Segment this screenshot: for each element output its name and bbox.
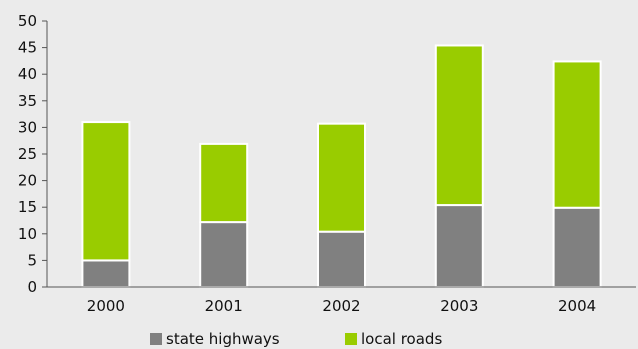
legend-item-state-highways: state highways: [150, 330, 280, 348]
x-tick-label: 2001: [205, 297, 243, 315]
bar-state-highways-2002: [317, 230, 366, 288]
x-tick-label: 2000: [87, 297, 125, 315]
y-axis: 0 5 10 15 20 25 30 35 40 45 50: [18, 12, 48, 296]
y-tick-label: 30: [18, 118, 37, 136]
y-tick-label: 40: [18, 65, 37, 83]
bar-state-highways-2003: [434, 204, 484, 289]
y-tick-label: 20: [18, 172, 37, 190]
x-tick-label: 2003: [440, 297, 478, 315]
bar-state-highways-2004: [552, 206, 602, 288]
y-tick-label: 25: [18, 145, 37, 163]
y-tick-label: 35: [18, 92, 37, 110]
bars: [81, 44, 602, 289]
legend-label: local roads: [361, 330, 442, 348]
legend: state highways local roads: [150, 330, 442, 348]
y-tick-label: 45: [18, 39, 37, 57]
x-tick-label: 2004: [558, 297, 596, 315]
y-tick-label: 50: [18, 12, 37, 30]
y-tick-label: 15: [18, 198, 37, 216]
legend-swatch: [150, 333, 162, 345]
x-tick-label: 2002: [322, 297, 360, 315]
bar-state-highways-2001: [199, 221, 249, 288]
bar-local-roads-2001: [199, 142, 249, 224]
legend-swatch: [345, 333, 357, 345]
bar-local-roads-2002: [317, 122, 366, 233]
legend-label: state highways: [166, 330, 280, 348]
bar-local-roads-2003: [434, 44, 484, 207]
legend-item-local-roads: local roads: [345, 330, 442, 348]
x-axis: 2000 2001 2002 2003 2004: [47, 286, 636, 315]
y-tick-label: 5: [27, 251, 37, 269]
bar-local-roads-2000: [81, 121, 131, 262]
y-tick-label: 10: [18, 225, 37, 243]
bar-state-highways-2000: [81, 259, 131, 288]
bar-local-roads-2004: [552, 60, 602, 209]
y-tick-label: 0: [27, 278, 37, 296]
